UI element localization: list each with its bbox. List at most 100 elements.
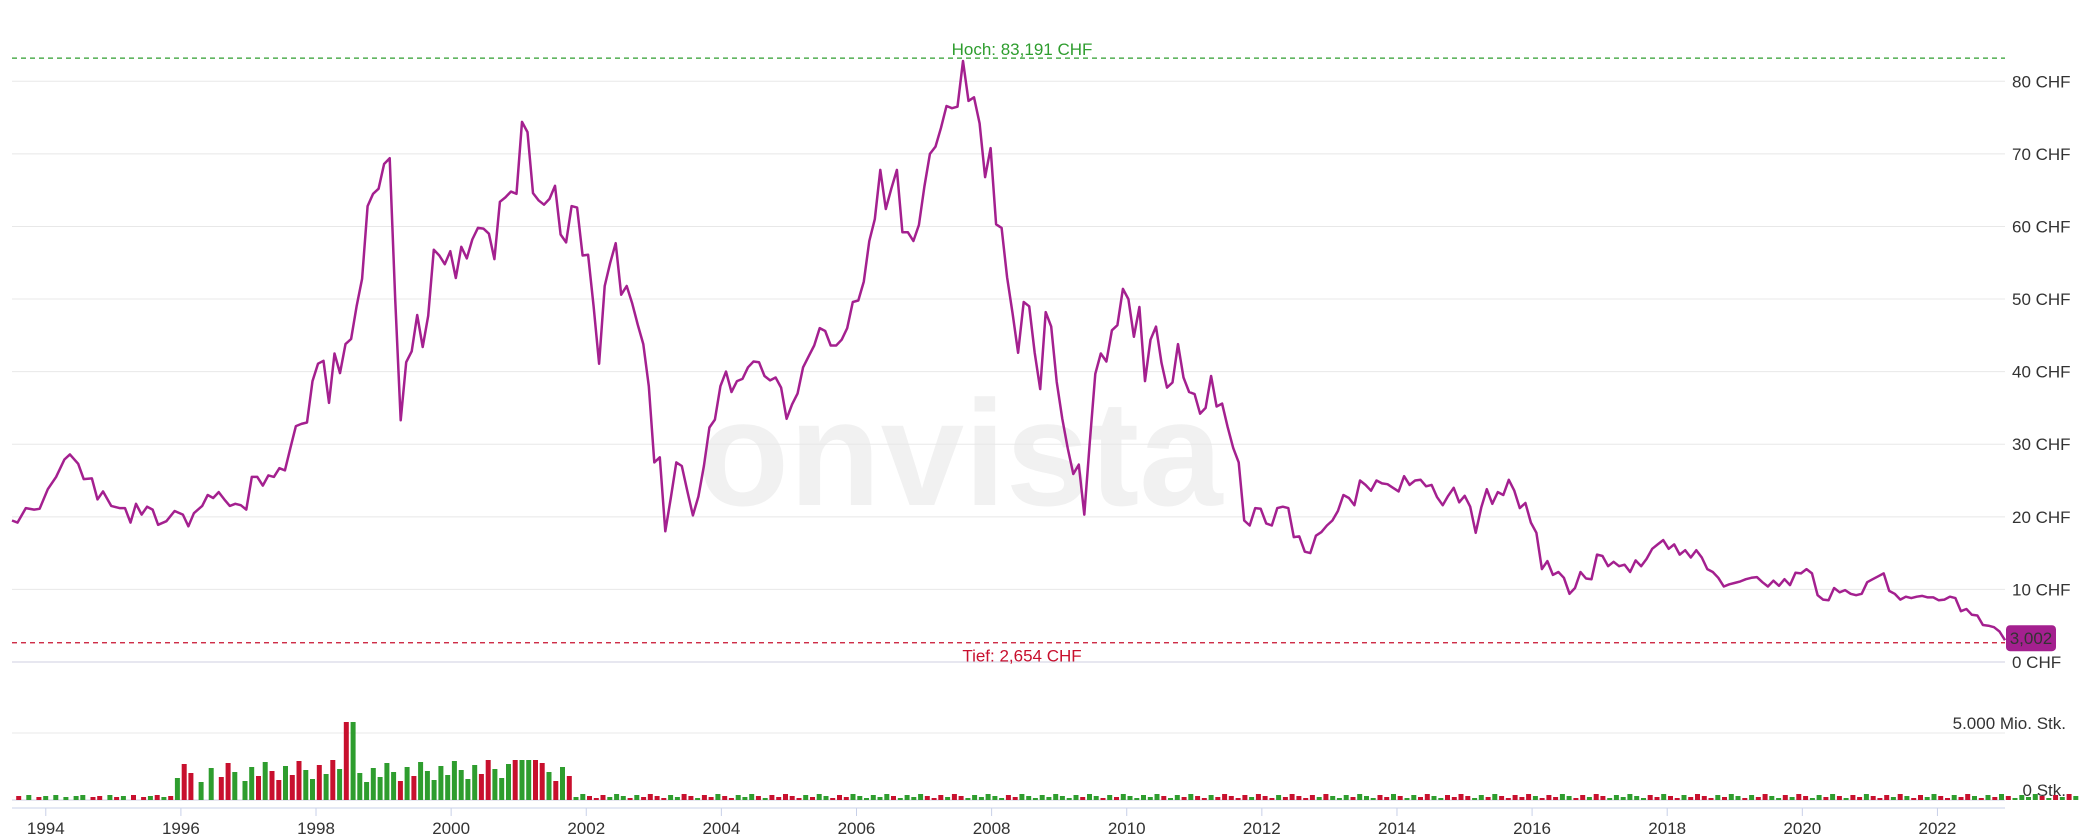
volume-bar [249, 767, 255, 800]
volume-bar [141, 797, 147, 800]
x-tick-label: 2022 [1919, 819, 1957, 838]
volume-bar [546, 772, 552, 800]
volume-bar [1735, 796, 1741, 800]
volume-bar [627, 798, 633, 800]
high-label: Hoch: 83,191 CHF [952, 40, 1093, 59]
volume-bar [1647, 795, 1653, 800]
volume-bar [587, 796, 592, 800]
volume-bar [1141, 795, 1146, 800]
volume-bar [1945, 798, 1950, 800]
high-low-lines: Hoch: 83,191 CHF Tief: 2,654 CHF [12, 40, 2005, 666]
volume-bar [843, 797, 849, 800]
volume-bar [931, 798, 937, 800]
x-tick-label: 2018 [1648, 819, 1686, 838]
y-tick-label: 10 CHF [2012, 580, 2071, 599]
volume-bar [1722, 797, 1727, 800]
volume-bar [1120, 794, 1126, 800]
volume-bar [384, 763, 390, 800]
x-tick-label: 2004 [702, 819, 740, 838]
volume-bar [999, 798, 1005, 800]
volume-bar [789, 796, 795, 800]
volume-bar [1161, 796, 1167, 800]
volume-bar [343, 722, 349, 800]
volume-bar [877, 797, 883, 800]
volume-bar [1836, 796, 1842, 800]
volume-bar [198, 782, 204, 800]
volume-bar [1269, 798, 1275, 800]
volume-bar [438, 766, 444, 800]
volume-bar [1701, 796, 1707, 800]
y-tick-label: 30 CHF [2012, 435, 2071, 454]
volume-bar [377, 777, 383, 800]
volume-bar [1823, 797, 1829, 800]
volume-bar [1931, 794, 1937, 800]
volume-bar [1600, 796, 1606, 800]
volume-bar [1809, 798, 1815, 800]
volume-bar [1890, 797, 1896, 800]
volume-bar [472, 765, 478, 800]
x-tick-label: 2020 [1783, 819, 1821, 838]
volume-bar [1255, 794, 1261, 800]
y-tick-label: 80 CHF [2012, 72, 2071, 91]
volume-bar [411, 776, 417, 800]
volume-bar [1215, 797, 1221, 800]
volume-bar [1208, 795, 1214, 800]
volume-bar [904, 795, 910, 800]
volume-bar [1242, 795, 1248, 800]
volume-bar [418, 762, 424, 800]
volume-bar [830, 798, 836, 800]
volume-bar [1492, 794, 1498, 800]
volume-bar [1978, 798, 1984, 800]
volume-bar [924, 796, 930, 800]
volume-bar [1195, 796, 1201, 800]
volume-bar [1911, 798, 1917, 800]
volume-bar [1863, 794, 1869, 800]
x-tick-label: 1994 [27, 819, 65, 838]
volume-bar [1364, 796, 1369, 800]
x-tick-label: 1998 [297, 819, 335, 838]
volume-bar [701, 795, 707, 800]
volume-bar [1174, 795, 1180, 800]
volume-bar [1992, 797, 1998, 800]
volume-bar [519, 760, 525, 800]
volume-bar [850, 794, 856, 800]
volume-bar [526, 760, 532, 800]
volume-bar [978, 797, 984, 800]
volume-bar [1012, 797, 1018, 800]
volume-bar [364, 782, 370, 800]
volume-bar [972, 795, 978, 800]
volume-bar [1789, 797, 1795, 800]
volume-bar [1627, 794, 1633, 800]
price-grid [12, 80, 2005, 663]
x-tick-label: 2002 [567, 819, 605, 838]
volume-bar [445, 775, 451, 800]
volume-bar [2066, 794, 2072, 800]
volume-bar [107, 795, 113, 800]
volume-bar [310, 779, 315, 800]
volume-bar [1681, 795, 1687, 800]
volume-bar [837, 795, 842, 800]
volume-bar [53, 795, 59, 800]
y-tick-label: 60 CHF [2012, 217, 2071, 236]
volume-bar [1965, 794, 1971, 800]
volume-bar [735, 795, 741, 800]
volume-bar [1519, 797, 1525, 800]
last-value-badge: 3,002 [2006, 625, 2056, 652]
volume-bar [114, 797, 120, 800]
volume-tick-label: 5.000 Mio. Stk. [1953, 714, 2066, 733]
volume-bar [512, 760, 518, 800]
volume-bar [965, 798, 971, 800]
volume-bar [1857, 797, 1863, 800]
volume-bar [661, 798, 667, 800]
volume-bar [580, 794, 586, 800]
volume-bar [715, 794, 721, 800]
volume-bar [289, 775, 295, 800]
volume-bar [90, 797, 96, 800]
volume-bar [181, 764, 187, 800]
volume-bar [1350, 797, 1356, 800]
volume-bar [1877, 798, 1883, 800]
volume-bar [992, 796, 998, 800]
volume-bar [131, 795, 136, 800]
volume-bar [1830, 794, 1836, 800]
